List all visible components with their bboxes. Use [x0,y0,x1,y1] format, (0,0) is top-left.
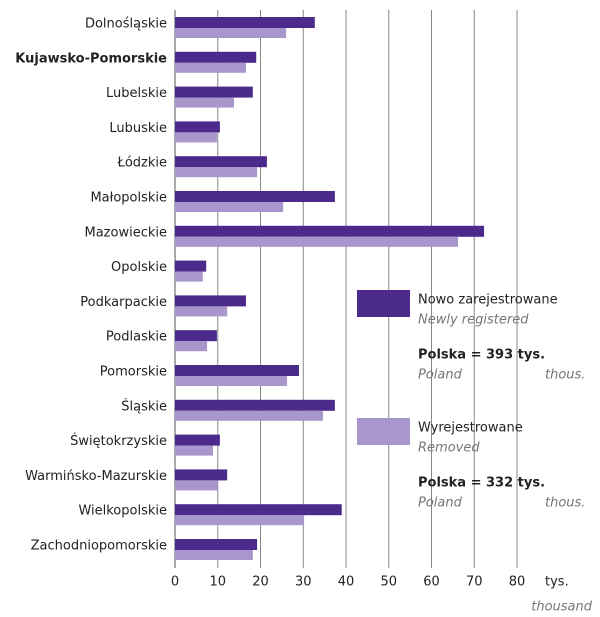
x-tick-label: 30 [295,575,312,590]
bar [175,28,287,38]
bar [175,515,305,526]
legend-label: Wyrejestrowane [418,421,523,436]
x-tick-label: 70 [466,575,483,590]
bar [175,365,299,376]
legend-label-en: Newly registered [418,313,529,328]
bar [175,132,217,143]
legend-total-en: Poland [418,496,463,511]
bar [175,445,214,456]
bar [175,376,288,386]
legend-total: Polska = 393 tys. [418,348,545,363]
legend-total-en: thous. [545,368,585,383]
y-tick-label: Kujawsko-Pomorskie [15,51,167,66]
bar [175,62,246,73]
y-tick-label: Zachodniopomorskie [31,539,167,554]
bar [175,156,267,168]
y-tick-label: Pomorskie [100,365,167,380]
bar [175,167,258,178]
bar [175,480,218,491]
bar [175,86,253,98]
bar [175,295,246,307]
bar [175,225,485,237]
y-tick-label: Śląskie [121,398,167,414]
y-tick-label: Lubuskie [109,121,167,136]
x-unit: tys. [545,575,569,590]
legend-swatch [357,418,410,445]
bar [175,550,253,560]
y-tick-label: Świętokrzyskie [70,433,167,449]
bar [175,121,220,133]
bar [175,434,220,446]
legend-swatch [357,290,410,317]
y-tick-label: Warmińsko-Mazurskie [25,469,167,484]
bar [175,539,258,550]
x-tick-label: 0 [171,575,179,590]
bar [175,330,217,342]
legend-label: Nowo zarejestrowane [418,293,558,308]
bar [175,236,459,247]
bar [175,271,203,282]
y-tick-label: Łódzkie [117,156,167,171]
x-tick-label: 60 [423,575,440,590]
y-tick-label: Małopolskie [90,191,167,206]
x-tick-label: 20 [252,575,269,590]
x-tick-label: 40 [338,575,355,590]
bar [175,260,207,272]
bar [175,191,335,202]
y-tick-label: Mazowieckie [85,225,168,240]
y-tick-label: Dolnośląskie [85,17,167,32]
y-tick-label: Podkarpackie [80,295,167,310]
bar [175,17,315,28]
legend-total-en: Poland [418,368,463,383]
y-tick-label: Lubelskie [106,86,167,101]
bar [175,341,208,352]
bar [175,97,234,108]
bar [175,469,228,481]
bar [175,399,335,411]
y-tick-label: Podlaskie [106,330,167,345]
x-tick-label: 10 [209,575,226,590]
bar [175,504,342,516]
bar [175,202,284,212]
x-unit-en: thousand [531,600,593,615]
x-tick-label: 50 [380,575,397,590]
legend-label-en: Removed [418,441,480,456]
y-tick-label: Opolskie [111,260,167,275]
legend-total-en: thous. [545,496,585,511]
x-tick-label: 80 [509,575,526,590]
legend-total: Polska = 332 tys. [418,476,545,491]
bar [175,51,257,63]
bar [175,306,228,317]
bar [175,410,323,421]
y-tick-label: Wielkopolskie [78,504,167,519]
